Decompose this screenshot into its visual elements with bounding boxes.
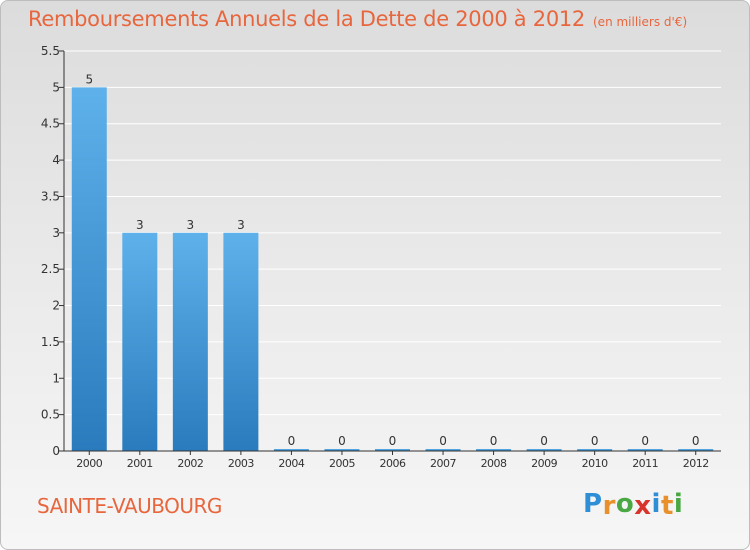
bar-2001: [122, 232, 158, 451]
bar-2012: [678, 449, 714, 451]
chart-title-text: Remboursements Annuels de la Dette de 20…: [28, 7, 585, 31]
data-label-2000: 5: [85, 72, 93, 86]
bar-2008: [476, 449, 512, 451]
y-tick-label: 0: [52, 444, 60, 458]
x-tick-label-2004: 2004: [278, 457, 304, 470]
x-tick-label-2010: 2010: [582, 457, 608, 470]
x-tick-label-2001: 2001: [127, 457, 153, 470]
x-tick-label-2006: 2006: [380, 457, 406, 470]
commune-name: SAINTE-VAUBOURG: [37, 494, 222, 518]
data-label-2005: 0: [338, 434, 346, 448]
logo-letter: P: [583, 489, 603, 519]
x-tick-label-2000: 2000: [76, 457, 102, 470]
x-tick-label-2012: 2012: [683, 457, 709, 470]
data-label-2007: 0: [439, 434, 447, 448]
y-tick-label: 1: [52, 371, 60, 385]
logo-letter: r: [602, 491, 616, 521]
proxiti-logo: Proxiti: [583, 489, 684, 521]
bar-2011: [627, 449, 663, 451]
logo-letter: i: [651, 489, 661, 519]
bar-2004: [273, 449, 309, 451]
logo-letter: x: [634, 491, 652, 521]
bar-2006: [375, 449, 410, 451]
x-tick-label-2007: 2007: [430, 457, 456, 470]
bar-2009: [526, 449, 562, 451]
y-tick-label: 4: [52, 153, 60, 167]
x-tick-label-2003: 2003: [228, 457, 254, 470]
x-tick-label-2005: 2005: [329, 457, 355, 470]
x-tick-label-2011: 2011: [632, 457, 658, 470]
bar-2007: [425, 449, 461, 451]
unit-note: (en milliers d'€): [593, 15, 688, 29]
data-label-2010: 0: [591, 434, 599, 448]
y-tick-label: 2: [52, 299, 60, 313]
bar-2000: [71, 87, 107, 451]
y-tick-label: 5: [52, 80, 60, 94]
data-label-2002: 3: [187, 218, 195, 232]
logo-letter: o: [615, 489, 635, 519]
logo-letter: i: [673, 489, 684, 519]
y-tick-label: 3.5: [41, 189, 60, 203]
data-label-2011: 0: [641, 434, 649, 448]
y-tick-label: 3: [52, 226, 60, 240]
x-tick-label-2009: 2009: [531, 457, 557, 470]
data-label-2012: 0: [692, 434, 700, 448]
data-label-2006: 0: [389, 434, 397, 448]
y-tick-label: 1.5: [41, 335, 60, 349]
y-tick-label: 5.5: [41, 44, 60, 58]
y-tick-label: 0.5: [41, 408, 60, 422]
chart-title: Remboursements Annuels de la Dette de 20…: [28, 7, 687, 31]
data-label-2008: 0: [490, 434, 498, 448]
bar-2003: [223, 232, 259, 451]
data-label-2004: 0: [288, 434, 296, 448]
data-label-2003: 3: [237, 218, 245, 232]
bar-2005: [324, 449, 360, 451]
data-label-2001: 3: [136, 218, 144, 232]
x-tick-label-2002: 2002: [177, 457, 203, 470]
bar-2002: [172, 232, 208, 451]
logo-letter: t: [660, 491, 674, 521]
x-tick-label-2008: 2008: [481, 457, 507, 470]
bar-2010: [577, 449, 613, 451]
y-tick-label: 4.5: [41, 117, 60, 131]
y-tick-label: 2.5: [41, 262, 60, 276]
data-label-2009: 0: [540, 434, 548, 448]
